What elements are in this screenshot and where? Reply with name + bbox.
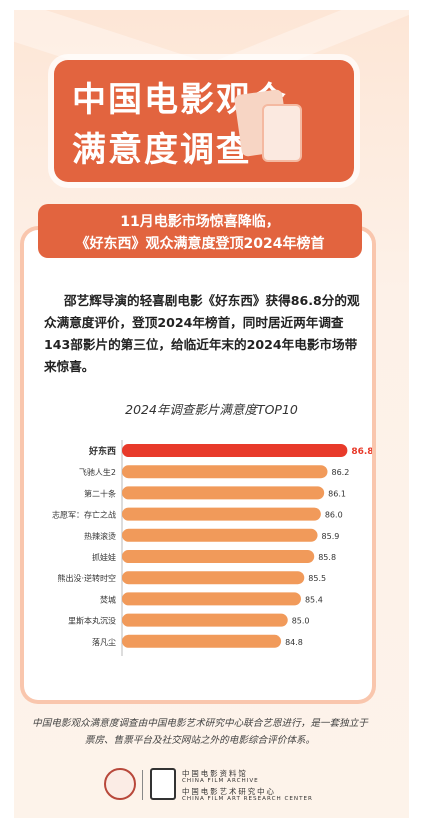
org-name-en-2: CHINA FILM ART RESEARCH CENTER (182, 796, 313, 802)
bar (122, 444, 348, 457)
film-archive-logo-icon (150, 768, 176, 800)
bar (122, 465, 328, 479)
intro-paragraph: 邵艺辉导演的轻喜剧电影《好东西》获得86.8分的观众满意度评价，登顶2024年榜… (44, 293, 360, 374)
phone-icon (262, 104, 302, 162)
value-label: 85.4 (305, 595, 323, 604)
category-label: 好东西 (88, 445, 116, 457)
bar (122, 486, 325, 500)
footnote: 中国电影观众满意度调查由中国电影艺术研究中心联合艺恩进行，是一套独立于票房、售票… (32, 718, 368, 746)
film-archive-seal-icon (104, 768, 136, 800)
category-label: 志愿军：存亡之战 (52, 510, 116, 520)
bar (122, 507, 321, 521)
category-label: 熊出没·逆转时空 (57, 573, 116, 583)
chart-title: 2024年调查影片满意度TOP10 (125, 402, 298, 417)
value-label: 86.1 (328, 489, 346, 498)
org-name-cn-1: 中国电影资料馆 (182, 769, 248, 778)
category-label: 抓娃娃 (92, 552, 116, 562)
value-label: 86.2 (331, 468, 349, 477)
title-line-2: 满意度调查 (72, 130, 252, 170)
category-label: 落凡尘 (92, 637, 116, 647)
value-label: 85.5 (308, 574, 326, 583)
bar (122, 634, 282, 648)
value-label: 85.9 (322, 532, 340, 541)
subtitle-line-1: 11月电影市场惊喜降临， (120, 214, 280, 230)
org-name-en-1: CHINA FILM ARCHIVE (182, 778, 259, 784)
subtitle-banner: 11月电影市场惊喜降临， 《好东西》观众满意度登顶2024年榜首 (38, 204, 362, 258)
category-label: 里斯本丸沉没 (68, 616, 116, 626)
bar (122, 592, 301, 606)
subtitle-line-2: 《好东西》观众满意度登顶2024年榜首 (75, 236, 325, 252)
bar (122, 613, 288, 627)
category-label: 热辣滚烫 (84, 531, 116, 541)
category-label: 焚城 (100, 595, 116, 604)
bar (122, 571, 305, 585)
bar (122, 528, 318, 542)
bar (122, 550, 315, 563)
value-label: 84.8 (285, 638, 303, 647)
category-label: 飞驰人生2 (79, 467, 116, 477)
value-label: 86.8 (351, 447, 372, 457)
value-label: 85.0 (292, 617, 310, 626)
category-label: 第二十条 (84, 488, 116, 498)
value-label: 86.0 (325, 511, 343, 520)
org-name-cn-2: 中国电影艺术研究中心 (182, 787, 276, 796)
logo-divider (142, 770, 143, 800)
title-banner: 中国电影观众 满意度调查 (54, 60, 354, 182)
value-label: 85.8 (318, 553, 336, 562)
satisfaction-bar-chart: 好东西 86.8 飞驰人生2 86.2 第二十条 86.1 志愿军：存亡之战 86.0 热辣滚烫… (52, 440, 372, 656)
